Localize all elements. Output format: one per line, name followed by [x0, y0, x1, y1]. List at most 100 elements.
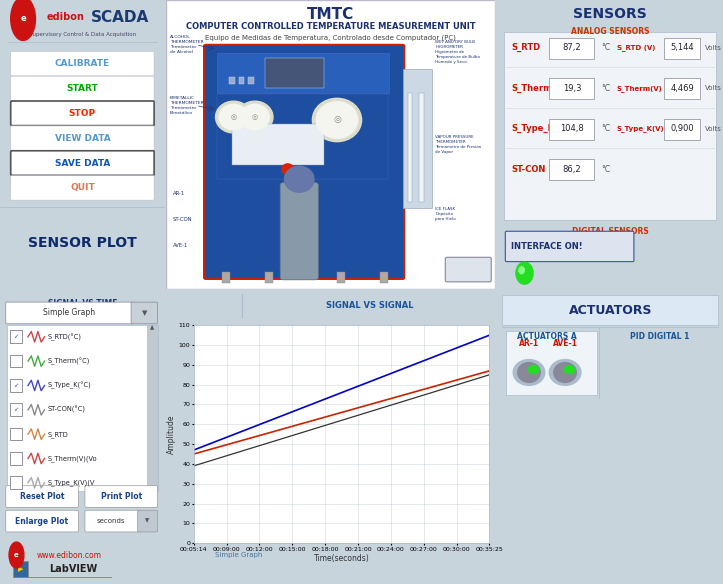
Circle shape — [9, 542, 24, 568]
FancyBboxPatch shape — [11, 126, 154, 151]
FancyBboxPatch shape — [11, 51, 154, 76]
Text: AVE-1: AVE-1 — [173, 243, 188, 248]
Text: Print Plot: Print Plot — [100, 492, 142, 501]
Bar — [10, 379, 22, 392]
Text: S_RTD: S_RTD — [48, 431, 69, 437]
Text: S_Therm(V)(Vo: S_Therm(V)(Vo — [48, 455, 98, 462]
Circle shape — [11, 0, 35, 40]
Text: BIMETALLIC
THERMOMETER
Termómetro
Bimetálico: BIMETALLIC THERMOMETER Termómetro Bimetá… — [170, 96, 203, 115]
Text: ✓: ✓ — [14, 407, 19, 412]
Text: ACTUATORS: ACTUATORS — [568, 304, 652, 317]
Text: COMPUTER CONTROLLED TEMPERATURE MEASUREMENT UNIT: COMPUTER CONTROLLED TEMPERATURE MEASUREM… — [186, 22, 475, 31]
Bar — [7, 325, 148, 492]
Bar — [232, 124, 324, 165]
Text: SIGNAL VS TIME: SIGNAL VS TIME — [48, 299, 117, 308]
Text: seconds: seconds — [96, 518, 124, 524]
Text: ▼: ▼ — [142, 310, 147, 316]
FancyBboxPatch shape — [85, 510, 141, 532]
Text: Volts: Volts — [705, 126, 722, 131]
Text: CALIBRATE: CALIBRATE — [55, 59, 110, 68]
Text: PID DIGITAL 1: PID DIGITAL 1 — [630, 332, 690, 340]
Bar — [10, 427, 22, 440]
Text: VIEW DATA: VIEW DATA — [54, 134, 111, 142]
Bar — [249, 77, 254, 84]
Bar — [10, 404, 22, 416]
Text: ▲: ▲ — [150, 325, 155, 330]
Circle shape — [516, 262, 533, 284]
Bar — [10, 331, 22, 343]
Ellipse shape — [554, 363, 576, 383]
Text: ✓: ✓ — [14, 383, 19, 388]
FancyBboxPatch shape — [6, 302, 134, 324]
Text: °C: °C — [602, 43, 610, 52]
Circle shape — [519, 267, 524, 274]
Text: 87,2: 87,2 — [562, 43, 581, 52]
FancyBboxPatch shape — [445, 258, 491, 282]
Text: ACTUATORS A: ACTUATORS A — [517, 332, 577, 340]
Text: TMTC: TMTC — [307, 7, 354, 22]
Text: AR-1: AR-1 — [173, 191, 185, 196]
Bar — [10, 452, 22, 465]
Circle shape — [282, 164, 294, 174]
Text: Equipo de Medidas de Temperatura, Controlado desde Computador (PC): Equipo de Medidas de Temperatura, Contro… — [205, 34, 455, 41]
Text: °C: °C — [602, 84, 610, 93]
Text: ST-CON: ST-CON — [173, 217, 192, 222]
Circle shape — [316, 102, 358, 138]
Text: ◎: ◎ — [252, 114, 258, 120]
Circle shape — [219, 105, 248, 130]
Bar — [664, 38, 701, 58]
Text: SENSOR PLOT: SENSOR PLOT — [28, 236, 137, 250]
Bar — [549, 119, 594, 140]
Bar — [217, 94, 388, 179]
Text: INTERFACE ON!: INTERFACE ON! — [511, 242, 583, 251]
FancyBboxPatch shape — [6, 510, 78, 532]
Bar — [13, 561, 28, 577]
Text: SIGNAL VS SIGNAL: SIGNAL VS SIGNAL — [326, 301, 414, 310]
Text: S_RTD(°C): S_RTD(°C) — [48, 333, 82, 340]
Text: S_Therm: S_Therm — [511, 84, 552, 93]
Ellipse shape — [518, 363, 540, 383]
Text: edibon: edibon — [46, 12, 84, 22]
Bar — [337, 272, 345, 283]
Bar — [664, 119, 701, 140]
Text: Reset Plot: Reset Plot — [20, 492, 64, 501]
Bar — [664, 78, 701, 99]
Bar — [265, 272, 273, 283]
Text: S_RTD (V): S_RTD (V) — [617, 44, 655, 51]
Text: AR-1: AR-1 — [519, 339, 539, 348]
Circle shape — [564, 366, 576, 373]
Text: S_Type_K(V)(V: S_Type_K(V)(V — [48, 479, 95, 486]
FancyBboxPatch shape — [11, 176, 154, 200]
Text: ▼: ▼ — [150, 486, 155, 492]
Bar — [228, 77, 234, 84]
X-axis label: Time(seconds): Time(seconds) — [314, 554, 369, 564]
Text: Volts: Volts — [705, 85, 722, 91]
Text: 86,2: 86,2 — [562, 165, 581, 173]
Text: e: e — [14, 552, 19, 558]
Circle shape — [241, 105, 270, 130]
Text: ST-CON: ST-CON — [511, 165, 545, 173]
Bar — [419, 92, 424, 203]
Bar — [504, 32, 716, 220]
Ellipse shape — [549, 360, 581, 385]
Bar — [502, 295, 719, 325]
FancyBboxPatch shape — [11, 151, 154, 175]
FancyBboxPatch shape — [505, 231, 634, 262]
Bar — [217, 54, 390, 92]
Bar — [408, 92, 412, 203]
Bar — [10, 477, 22, 489]
Bar — [506, 332, 596, 395]
Y-axis label: Amplitude: Amplitude — [167, 415, 176, 454]
Circle shape — [237, 101, 273, 133]
Text: Supervisory Control & Data Acquisition: Supervisory Control & Data Acquisition — [29, 32, 136, 37]
Circle shape — [215, 101, 252, 133]
Text: 0,900: 0,900 — [671, 124, 694, 133]
FancyBboxPatch shape — [11, 101, 154, 126]
Text: STOP: STOP — [69, 109, 96, 118]
Text: S_RTD: S_RTD — [511, 43, 540, 53]
Text: 19,3: 19,3 — [562, 84, 581, 93]
Text: WET AND DRY BULB
HYGROMETER
Higrómetro de
Temperatura de Bulbo
Húmedo y Seco: WET AND DRY BULB HYGROMETER Higrómetro d… — [435, 40, 481, 64]
Bar — [403, 69, 432, 208]
FancyBboxPatch shape — [85, 486, 158, 507]
Text: ANALOG SENSORS: ANALOG SENSORS — [571, 27, 649, 36]
